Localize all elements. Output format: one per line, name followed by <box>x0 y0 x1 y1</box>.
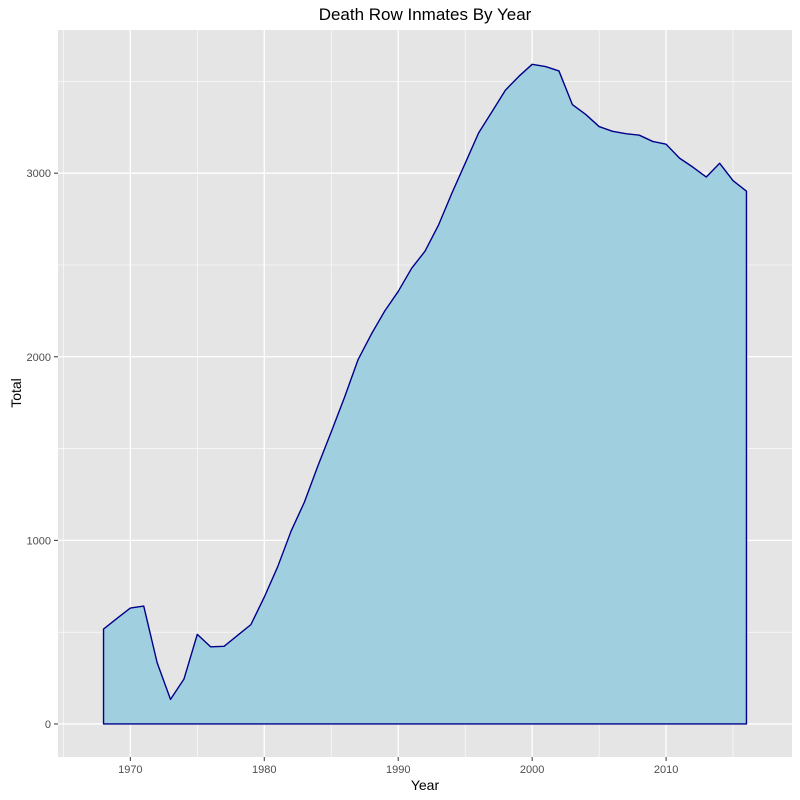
data-point <box>438 225 440 227</box>
x-tick-label: 2010 <box>654 764 678 776</box>
data-point <box>156 662 158 664</box>
data-point <box>250 624 252 626</box>
data-point <box>531 64 533 66</box>
data-point <box>558 70 560 72</box>
data-point <box>330 431 332 433</box>
chart-title: Death Row Inmates By Year <box>319 5 532 24</box>
data-point <box>116 618 118 620</box>
x-tick-label: 1980 <box>252 764 276 776</box>
series-layer <box>102 63 748 725</box>
data-point <box>357 359 359 361</box>
data-point <box>518 76 520 78</box>
data-point <box>277 566 279 568</box>
data-point <box>451 193 453 195</box>
data-point <box>424 250 426 252</box>
data-point <box>371 333 373 335</box>
data-point <box>505 89 507 91</box>
y-tick-label: 2000 <box>27 352 51 364</box>
data-point <box>665 143 667 145</box>
data-point <box>411 267 413 269</box>
data-point <box>491 111 493 113</box>
data-point <box>263 596 265 598</box>
data-point <box>545 66 547 68</box>
data-point <box>652 141 654 143</box>
data-point <box>746 190 748 192</box>
x-axis-ticks: 1970 1980 1990 2000 2010 <box>118 757 678 776</box>
x-tick-label: 1990 <box>386 764 410 776</box>
y-axis-title: Total <box>8 378 24 408</box>
data-point <box>344 396 346 398</box>
data-point <box>598 126 600 128</box>
data-point <box>572 104 574 106</box>
x-tick-label: 1970 <box>118 764 142 776</box>
x-tick-label: 2000 <box>520 764 544 776</box>
data-point <box>237 635 239 637</box>
data-point <box>719 162 721 164</box>
area-series <box>102 63 748 725</box>
y-tick-label: 0 <box>45 719 51 731</box>
data-point <box>290 530 292 532</box>
y-tick-label: 3000 <box>27 168 51 180</box>
data-point <box>223 646 225 648</box>
data-point <box>679 157 681 159</box>
y-tick-label: 1000 <box>27 535 51 547</box>
data-point <box>130 607 132 609</box>
data-point <box>397 291 399 293</box>
data-point <box>464 162 466 164</box>
data-point <box>612 131 614 133</box>
data-point <box>183 678 185 680</box>
data-point <box>625 133 627 135</box>
data-point <box>478 132 480 134</box>
data-point <box>103 628 105 630</box>
data-point <box>143 605 145 607</box>
data-point <box>317 465 319 467</box>
data-point <box>732 180 734 182</box>
data-point <box>692 166 694 168</box>
y-axis-ticks: 0 1000 2000 3000 <box>27 168 58 731</box>
x-axis-title: Year <box>411 777 440 793</box>
data-point <box>197 634 199 636</box>
data-point <box>384 310 386 312</box>
data-point <box>639 134 641 136</box>
data-point <box>705 176 707 178</box>
data-point <box>585 114 587 116</box>
data-point <box>170 699 172 701</box>
data-point <box>210 646 212 648</box>
data-point <box>304 501 306 503</box>
